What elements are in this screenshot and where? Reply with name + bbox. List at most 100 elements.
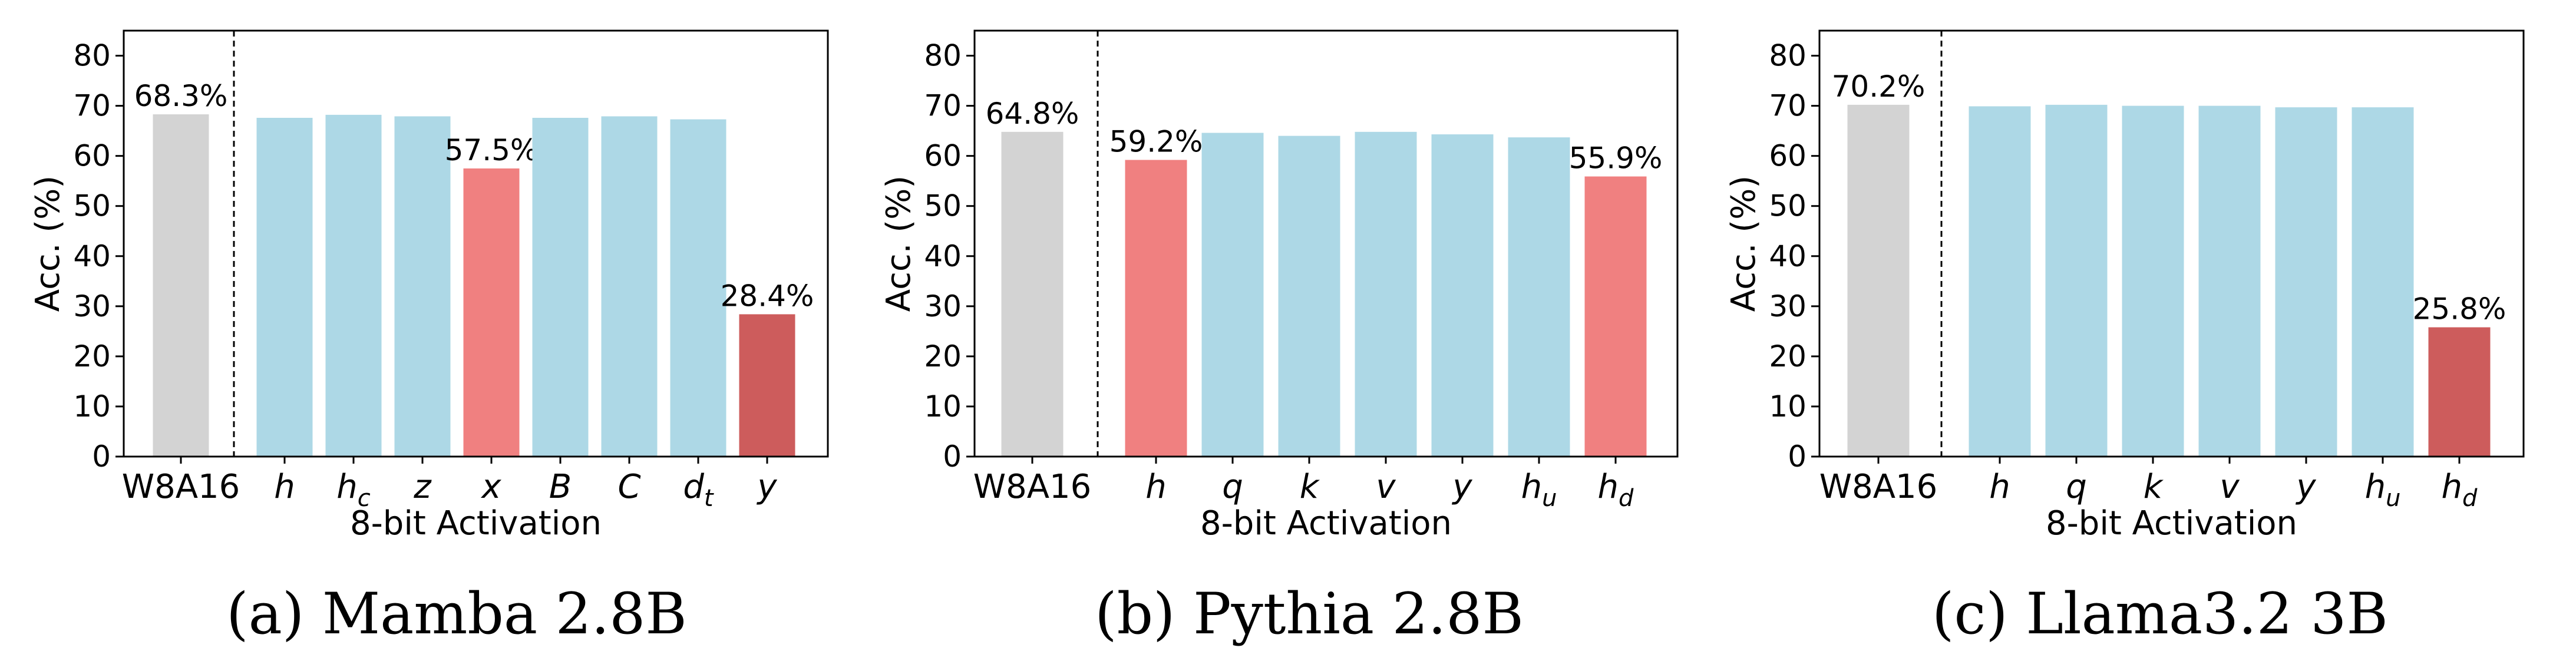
chart-panel-3: 0 10 20 30 40 50 60 70 80 70.2% W8A16 h q k v y hu 25.8% h… [1725, 29, 2525, 647]
y-tick-label: 40 [73, 239, 111, 273]
x-tick-label: B [549, 468, 572, 506]
x-tick-label: v [1376, 468, 1396, 506]
y-axis-title: Acc. (%) [29, 176, 67, 312]
chart-caption: (a) Mamba 2.8B [226, 581, 687, 647]
data-label: 57.5% [445, 133, 539, 167]
y-tick-label: 50 [1769, 189, 1806, 223]
x-axis-title: 8-bit Activation [1200, 504, 1452, 543]
x-tick-label: k [1300, 468, 1320, 506]
data-label: 64.8% [986, 97, 1079, 131]
y-tick-label: 70 [924, 89, 962, 123]
y-tick-label: 60 [924, 139, 962, 173]
y-tick-label: 40 [924, 239, 962, 273]
x-tick-label: hu [2365, 468, 2401, 512]
x-tick-label: dt [683, 468, 714, 512]
data-label: 25.8% [2413, 292, 2506, 326]
chart-caption: (c) Llama3.2 3B [1932, 581, 2388, 647]
x-tick-label: hd [2442, 468, 2478, 512]
bar-h-u [2352, 107, 2414, 457]
bar-z [394, 116, 451, 457]
y-tick-label: 30 [1769, 289, 1806, 323]
data-label: 55.9% [1569, 141, 1663, 176]
x-tick-label: hu [1521, 468, 1557, 512]
bar-v [2198, 105, 2261, 457]
y-tick-label: 50 [924, 189, 962, 223]
bar-d-t [670, 119, 726, 457]
data-label: 28.4% [721, 279, 814, 313]
bar-h [1125, 160, 1187, 457]
x-tick-label: W8A16 [973, 468, 1092, 506]
y-tick-label: 70 [73, 89, 111, 123]
x-tick-label: z [413, 468, 432, 506]
y-tick-label: 30 [73, 289, 111, 323]
bar-y [739, 314, 795, 457]
bar-B [532, 118, 589, 457]
y-tick-label: 30 [924, 289, 962, 323]
y-tick-label: 70 [1769, 89, 1806, 123]
x-axis-title: 8-bit Activation [350, 504, 602, 543]
bar-h [1969, 106, 2031, 457]
y-tick-label: 20 [924, 339, 962, 374]
x-tick-label: W8A16 [122, 468, 240, 506]
y-tick-label: 10 [73, 389, 111, 424]
y-axis-title: Acc. (%) [880, 176, 918, 312]
bar-h-d [1584, 176, 1647, 457]
x-tick-label: hd [1598, 468, 1634, 512]
bar-q [2045, 104, 2108, 457]
bar-h-c [325, 114, 382, 457]
x-tick-label: C [617, 468, 640, 506]
y-tick-label: 80 [924, 39, 962, 73]
x-tick-label: h [1989, 468, 2010, 506]
x-tick-label: h [1145, 468, 1167, 506]
x-tick-label: W8A16 [1819, 468, 1938, 506]
y-tick-label: 80 [1769, 39, 1806, 73]
y-tick-label: 60 [1769, 139, 1806, 173]
bar-baseline [153, 114, 209, 457]
x-tick-label: y [1451, 468, 1472, 506]
x-tick-label: x [480, 468, 501, 506]
bar-k [1278, 135, 1340, 457]
bar-h-d [2428, 327, 2491, 457]
x-tick-label: y [756, 468, 777, 506]
y-tick-label: 50 [73, 189, 111, 223]
x-tick-label: q [2066, 468, 2087, 506]
x-tick-label: hc [336, 468, 371, 512]
x-tick-label: k [2144, 468, 2164, 506]
bar-y [1431, 134, 1494, 457]
x-tick-label: y [2295, 468, 2316, 506]
x-tick-label: v [2220, 468, 2240, 506]
y-tick-label: 60 [73, 139, 111, 173]
bar-baseline [1001, 131, 1064, 457]
y-tick-label: 40 [1769, 239, 1806, 273]
bar-baseline [1847, 104, 1910, 457]
y-tick-label: 10 [924, 389, 962, 424]
y-tick-label: 20 [73, 339, 111, 374]
bar-x [463, 168, 520, 457]
data-label: 68.3% [134, 79, 228, 113]
bar-h [256, 118, 313, 457]
y-tick-label: 0 [943, 439, 962, 474]
y-tick-label: 0 [1788, 439, 1806, 474]
bar-q [1201, 133, 1264, 457]
bar-v [1355, 131, 1417, 457]
bar-C [601, 116, 658, 457]
data-label: 70.2% [1832, 70, 1926, 104]
data-label: 59.2% [1109, 124, 1203, 158]
y-tick-label: 80 [73, 39, 111, 73]
plot-frame [973, 29, 1679, 458]
plot-frame [123, 29, 829, 458]
plot-frame [1818, 29, 2525, 458]
y-tick-label: 0 [92, 439, 111, 474]
bar-y [2275, 107, 2337, 457]
chart-caption: (b) Pythia 2.8B [1095, 581, 1524, 647]
bar-h-u [1508, 137, 1570, 457]
chart-panel-2: 0 10 20 30 40 50 60 70 80 64.8% W8A16 59.2% h q k v y hu 5… [880, 29, 1679, 647]
x-tick-label: q [1222, 468, 1243, 506]
x-axis-title: 8-bit Activation [2046, 504, 2297, 543]
bar-k [2122, 105, 2184, 457]
x-tick-label: h [274, 468, 295, 506]
y-axis-title: Acc. (%) [1725, 176, 1763, 312]
y-tick-label: 20 [1769, 339, 1806, 374]
